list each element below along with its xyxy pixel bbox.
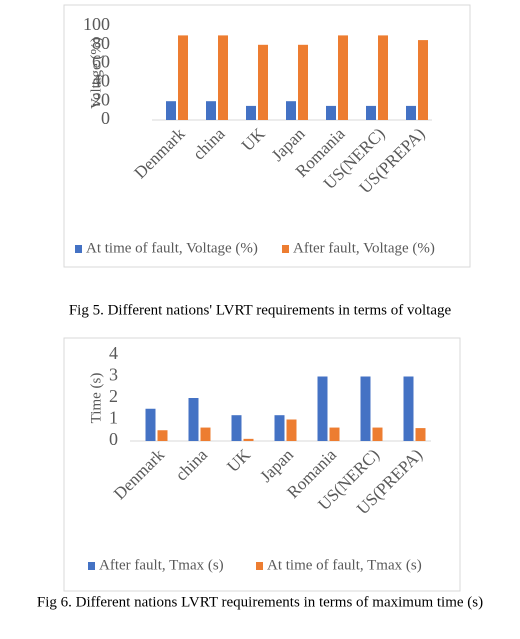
bar: [246, 105, 256, 120]
bar: [218, 35, 228, 120]
x-tick-label: Denmark: [130, 124, 189, 183]
bar: [206, 101, 216, 120]
caption: Fig 5. Different nations' LVRT requireme…: [69, 302, 452, 318]
y-tick-label: 0: [101, 108, 110, 128]
y-tick-label: 0: [109, 429, 118, 449]
bar: [317, 376, 328, 441]
bar: [406, 105, 416, 120]
bar: [329, 427, 340, 441]
chart-frame: [63, 4, 471, 268]
bar: [243, 438, 254, 441]
bar: [200, 427, 211, 441]
legend-label: After fault, Voltage (%): [293, 240, 435, 256]
x-tick-label: UK: [223, 445, 254, 476]
legend-label: At time of fault, Voltage (%): [86, 240, 258, 256]
bar: [326, 105, 336, 120]
bar: [418, 40, 428, 120]
legend-swatch: [75, 245, 82, 253]
bar: [286, 101, 296, 120]
y-axis-label: Time (s): [88, 373, 104, 424]
y-tick-label: 3: [109, 365, 118, 385]
bar: [298, 44, 308, 120]
bar: [360, 376, 371, 441]
bar: [145, 408, 156, 441]
bar: [188, 398, 199, 441]
y-tick-label: 2: [109, 386, 118, 406]
bar: [258, 44, 268, 120]
bar: [286, 419, 297, 441]
y-tick-label: 4: [109, 343, 118, 363]
legend-swatch: [256, 562, 263, 570]
legend-swatch: [282, 245, 289, 253]
caption: Fig 6. Different nations LVRT requiremen…: [37, 594, 483, 610]
y-axis-label: Voltage (%): [88, 37, 104, 109]
bar: [378, 35, 388, 120]
y-tick-label: 80: [92, 33, 110, 53]
y-tick-label: 40: [92, 71, 110, 91]
bar: [166, 101, 176, 120]
bar: [338, 35, 348, 120]
bar: [178, 35, 188, 120]
y-tick-label: 100: [83, 14, 110, 34]
legend-swatch: [88, 562, 95, 570]
bar: [415, 428, 426, 441]
bar: [372, 427, 383, 441]
x-tick-label: UK: [238, 124, 269, 155]
bar: [157, 430, 168, 441]
legend-label: After fault, Tmax (s): [99, 557, 224, 573]
legend-label: At time of fault, Tmax (s): [267, 557, 422, 573]
chart-frame: [63, 337, 461, 592]
bar: [274, 415, 285, 441]
bar: [231, 415, 242, 441]
y-tick-label: 20: [92, 89, 110, 109]
x-tick-label: china: [172, 445, 212, 485]
bar: [403, 376, 414, 441]
y-tick-label: 1: [109, 408, 118, 428]
x-tick-label: china: [189, 124, 229, 164]
y-tick-label: 60: [92, 52, 110, 72]
bar: [366, 105, 376, 120]
x-tick-label: Denmark: [110, 445, 169, 504]
